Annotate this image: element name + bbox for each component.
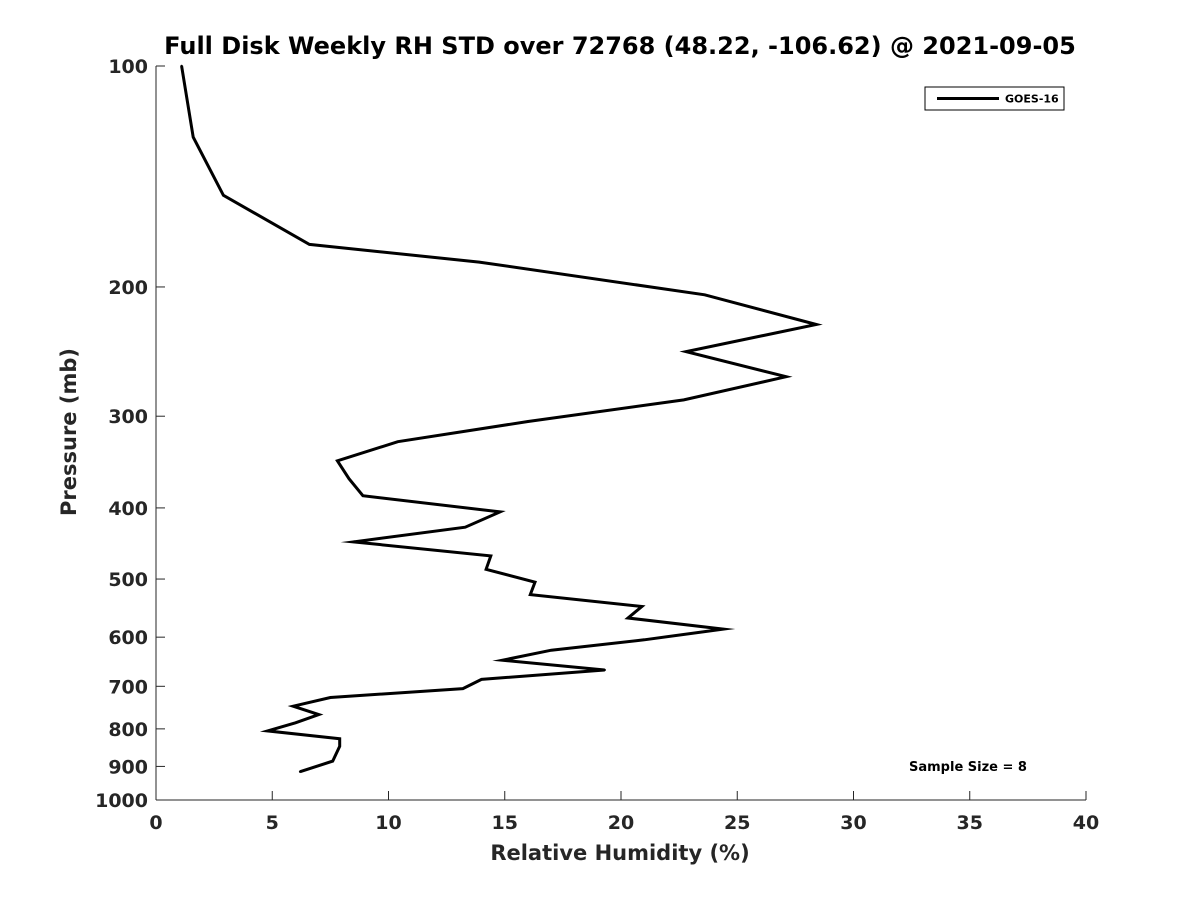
y-tick-label: 1000 (95, 790, 148, 812)
data-point (489, 554, 492, 558)
data-point (682, 398, 685, 402)
data-point (722, 627, 725, 631)
data-point (317, 713, 320, 716)
data-point (192, 135, 195, 139)
y-tick-label: 300 (108, 406, 148, 428)
data-point (529, 593, 532, 596)
data-point (329, 696, 332, 699)
data-point (603, 668, 606, 672)
data-point (352, 540, 355, 544)
data-point (643, 638, 646, 641)
data-point (222, 194, 225, 197)
sample-size-annotation: Sample Size = 8 (909, 760, 1027, 775)
y-tick-label: 600 (108, 627, 148, 649)
y-tick-label: 900 (108, 756, 148, 778)
x-tick-label: 0 (149, 812, 162, 834)
y-tick-label: 200 (108, 277, 148, 299)
x-axis-label: Relative Humidity (%) (490, 841, 749, 865)
x-tick-label: 40 (1073, 812, 1099, 834)
y-tick-label: 800 (108, 719, 148, 741)
data-point (703, 293, 706, 296)
data-point (526, 420, 530, 423)
data-point (361, 494, 365, 497)
data-point (478, 260, 481, 264)
y-axis: 100 200 300 400 500 600 700 800 900 1000 (95, 56, 165, 812)
x-tick-label: 10 (375, 812, 401, 834)
data-point (684, 350, 688, 353)
data-point (533, 581, 537, 584)
data-point (396, 440, 399, 443)
chart-title: Full Disk Weekly RH STD over 72768 (48.2… (164, 32, 1076, 60)
data-point (331, 759, 334, 763)
data-point (626, 616, 630, 620)
data-point (550, 649, 553, 652)
data-point (266, 729, 269, 733)
data-point (336, 459, 339, 462)
legend: GOES-16 (924, 86, 1065, 111)
data-point (640, 605, 644, 608)
data-point (338, 745, 341, 748)
data-point (480, 678, 483, 681)
y-tick-label: 100 (108, 56, 148, 78)
data-point (461, 687, 465, 690)
y-axis-label: Pressure (mb) (57, 348, 81, 516)
data-point (294, 721, 297, 724)
x-tick-label: 15 (492, 812, 518, 834)
data-point (180, 64, 183, 68)
x-tick-label: 25 (724, 812, 750, 834)
data-point (298, 770, 302, 773)
x-axis: 0 5 10 15 20 25 30 35 40 (149, 791, 1099, 834)
data-point (498, 510, 502, 514)
series-layer (180, 64, 823, 774)
data-point (308, 243, 311, 246)
x-tick-label: 35 (957, 812, 983, 834)
data-point (784, 375, 788, 378)
data-point (347, 477, 351, 480)
data-point (484, 568, 488, 571)
y-tick-label: 400 (108, 498, 148, 520)
legend-label-goes-16: GOES-16 (1005, 93, 1059, 106)
series-line-goes-16 (180, 65, 823, 774)
data-point (464, 526, 467, 529)
data-point (815, 323, 818, 326)
x-tick-label: 5 (266, 812, 279, 834)
plot-area (156, 66, 1086, 800)
x-tick-label: 20 (608, 812, 634, 834)
data-point (292, 705, 295, 708)
y-tick-label: 700 (108, 676, 148, 698)
data-point (338, 737, 341, 740)
y-tick-label: 500 (108, 569, 148, 591)
x-tick-label: 30 (840, 812, 866, 834)
data-point (501, 659, 504, 662)
